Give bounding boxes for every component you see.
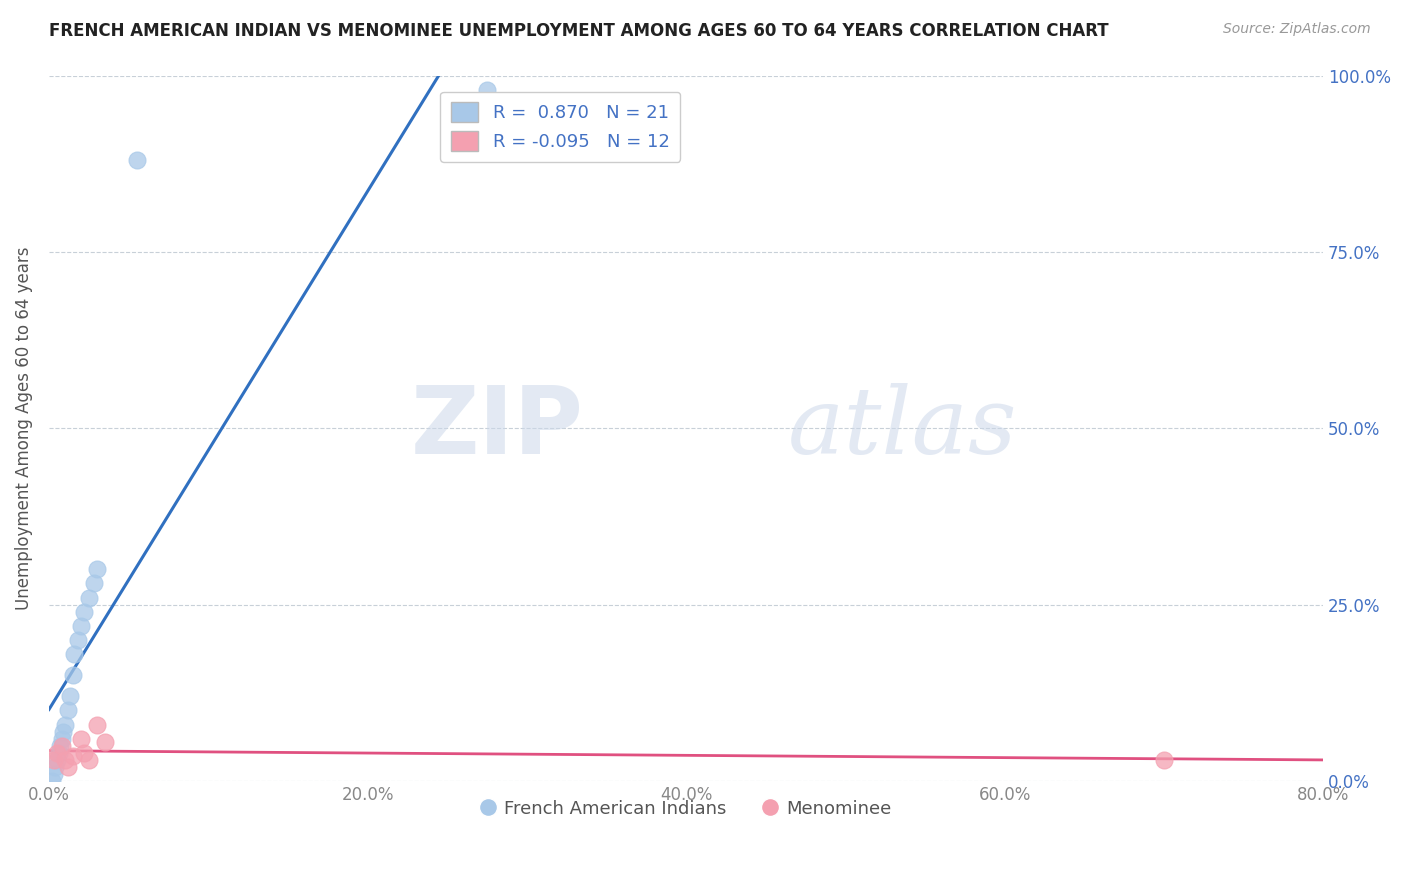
Point: [83, 576, 105, 591]
Text: ZIP: ZIP: [411, 383, 583, 475]
Text: Source: ZipAtlas.com: Source: ZipAtlas.com: [1223, 22, 1371, 37]
Point: [49, 739, 72, 753]
Point: [86, 717, 108, 731]
Y-axis label: Unemployment Among Ages 60 to 64 years: Unemployment Among Ages 60 to 64 years: [15, 246, 32, 610]
Point: [45, 746, 67, 760]
Point: [51, 739, 73, 753]
Point: [51, 731, 73, 746]
Point: [1153, 753, 1175, 767]
Point: [62, 668, 84, 682]
Point: [56, 703, 79, 717]
Point: [93, 735, 115, 749]
Point: [73, 605, 96, 619]
Point: [53, 753, 76, 767]
Point: [125, 153, 148, 168]
Point: [475, 82, 498, 96]
Text: FRENCH AMERICAN INDIAN VS MENOMINEE UNEMPLOYMENT AMONG AGES 60 TO 64 YEARS CORRE: FRENCH AMERICAN INDIAN VS MENOMINEE UNEM…: [49, 22, 1109, 40]
Point: [66, 632, 89, 647]
Point: [86, 562, 108, 576]
Point: [62, 749, 84, 764]
Point: [52, 724, 75, 739]
Point: [73, 746, 96, 760]
Point: [41, 774, 63, 789]
Point: [63, 647, 86, 661]
Point: [77, 591, 100, 605]
Point: [69, 619, 91, 633]
Point: [42, 767, 65, 781]
Point: [45, 753, 67, 767]
Text: atlas: atlas: [787, 384, 1018, 474]
Point: [44, 760, 66, 774]
Point: [53, 717, 76, 731]
Legend: French American Indians, Menominee: French American Indians, Menominee: [474, 792, 898, 825]
Point: [59, 690, 82, 704]
Point: [48, 746, 70, 760]
Point: [69, 731, 91, 746]
Point: [56, 760, 79, 774]
Point: [77, 753, 100, 767]
Point: [42, 753, 65, 767]
